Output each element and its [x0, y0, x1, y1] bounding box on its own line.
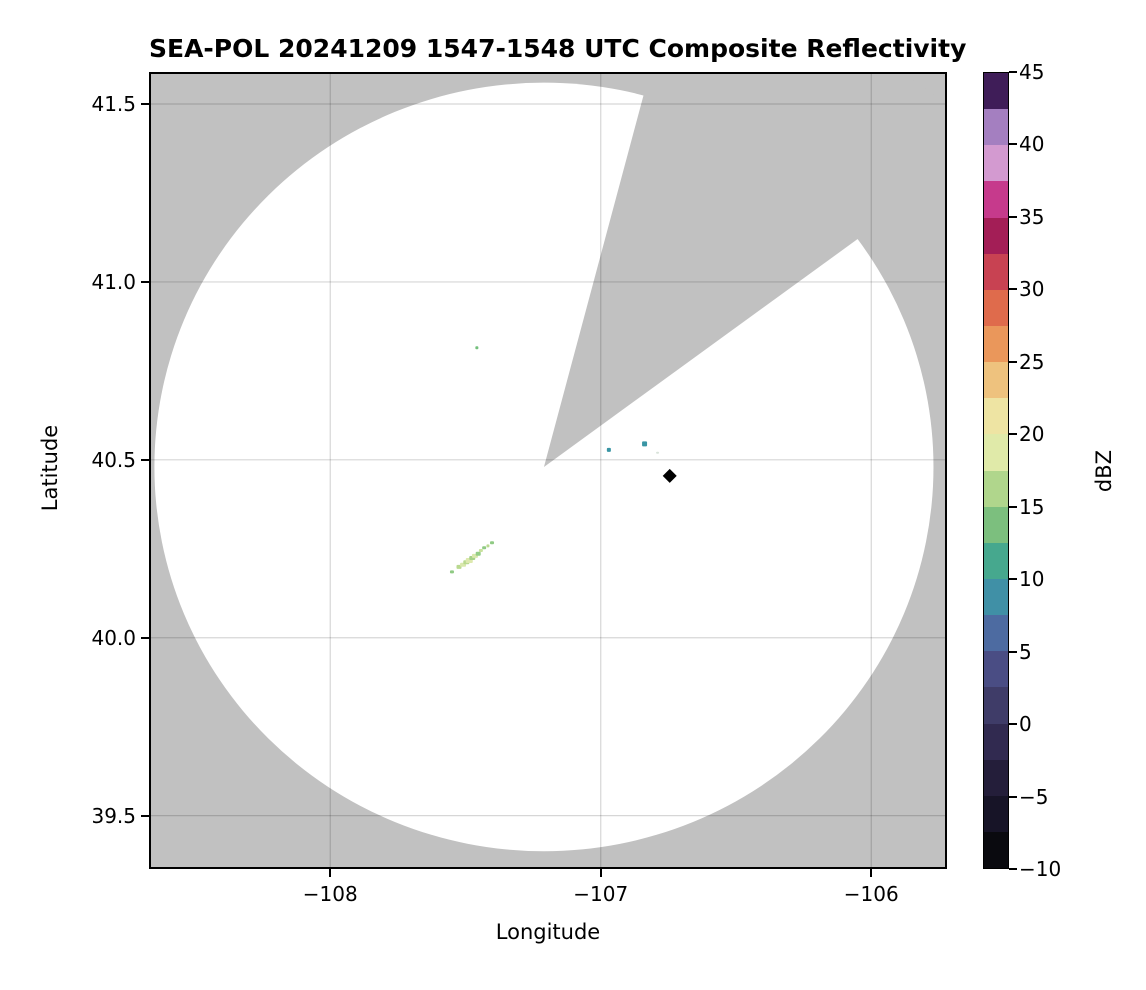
reflectivity-echo [642, 441, 648, 447]
colorbar-tick-mark [1009, 795, 1017, 798]
colorbar-segment [984, 687, 1008, 724]
colorbar-tick-mark [1009, 215, 1017, 218]
y-tick-mark [141, 103, 149, 106]
colorbar-segment [984, 325, 1008, 363]
reflectivity-echo [486, 544, 490, 548]
colorbar-segment [984, 615, 1008, 652]
colorbar-tick-mark [1009, 723, 1017, 726]
colorbar-tick-mark [1009, 868, 1017, 870]
reflectivity-echo [482, 546, 487, 550]
y-tick-mark [141, 458, 149, 461]
colorbar-tick-label: −5 [1019, 784, 1049, 809]
y-axis-label: Latitude [38, 424, 62, 512]
colorbar-segment [984, 398, 1008, 435]
colorbar-tick-label: 45 [1019, 60, 1045, 84]
colorbar-segment [984, 217, 1008, 254]
x-tick-mark [870, 869, 873, 877]
x-tick-mark [599, 869, 602, 877]
colorbar-segment [984, 73, 1008, 110]
colorbar-tick-label: 40 [1019, 132, 1045, 157]
reflectivity-echo [449, 570, 454, 574]
colorbar-segment [984, 759, 1008, 796]
colorbar-segment [984, 362, 1008, 399]
y-tick-mark [141, 814, 149, 817]
plot-frame [149, 72, 947, 869]
colorbar [983, 72, 1009, 869]
colorbar-tick-mark [1009, 578, 1017, 581]
colorbar-tick-label: 10 [1019, 567, 1045, 592]
reflectivity-echo [606, 447, 611, 452]
blocked-sector-wedge [543, 72, 947, 467]
colorbar-tick-label: 20 [1019, 422, 1045, 447]
y-tick-label: 41.0 [91, 269, 136, 294]
chart-title: SEA-POL 20241209 1547-1548 UTC Composite… [149, 34, 967, 63]
x-tick-label: −108 [302, 882, 358, 906]
colorbar-segment [984, 506, 1008, 543]
x-axis-label: Longitude [495, 920, 601, 944]
y-tick-label: 40.0 [91, 625, 136, 650]
colorbar-tick-mark [1009, 505, 1017, 508]
reflectivity-echo [478, 549, 483, 553]
reflectivity-map [149, 72, 947, 869]
y-tick-mark [141, 280, 149, 283]
reflectivity-echo [490, 541, 495, 545]
x-tick-label: −107 [573, 882, 629, 906]
colorbar-segment [984, 289, 1008, 326]
colorbar-segment [984, 578, 1008, 616]
colorbar-tick-label: 25 [1019, 349, 1045, 374]
colorbar-tick-mark [1009, 143, 1017, 146]
y-tick-label: 40.5 [91, 447, 136, 472]
colorbar-tick-mark [1009, 71, 1017, 73]
colorbar-label: dBZ [1092, 449, 1116, 493]
y-tick-mark [141, 636, 149, 639]
colorbar-segment [984, 434, 1008, 471]
colorbar-tick-mark [1009, 360, 1017, 363]
y-tick-label: 39.5 [91, 803, 136, 828]
reflectivity-echo [475, 551, 481, 556]
colorbar-segment [984, 470, 1008, 507]
colorbar-tick-label: 15 [1019, 494, 1045, 519]
colorbar-tick-label: −10 [1019, 857, 1062, 881]
reflectivity-echo [475, 346, 479, 350]
colorbar-tick-label: 30 [1019, 277, 1045, 302]
y-tick-label: 41.5 [91, 92, 136, 117]
x-tick-label: −106 [843, 882, 899, 906]
colorbar-tick-mark [1009, 288, 1017, 291]
x-tick-mark [329, 869, 332, 877]
colorbar-segment [984, 795, 1008, 832]
colorbar-segment [984, 651, 1008, 688]
colorbar-tick-label: 5 [1019, 639, 1032, 664]
station-marker-diamond [662, 468, 677, 483]
colorbar-segment [984, 253, 1008, 290]
colorbar-tick-label: 35 [1019, 204, 1045, 229]
colorbar-segment [984, 831, 1008, 869]
colorbar-segment [984, 109, 1008, 146]
colorbar-segment [984, 181, 1008, 218]
colorbar-tick-label: 0 [1019, 712, 1032, 737]
reflectivity-echo [656, 451, 660, 454]
colorbar-segment [984, 145, 1008, 182]
colorbar-segment [984, 542, 1008, 579]
colorbar-tick-mark [1009, 650, 1017, 653]
colorbar-segment [984, 723, 1008, 760]
colorbar-tick-mark [1009, 433, 1017, 436]
